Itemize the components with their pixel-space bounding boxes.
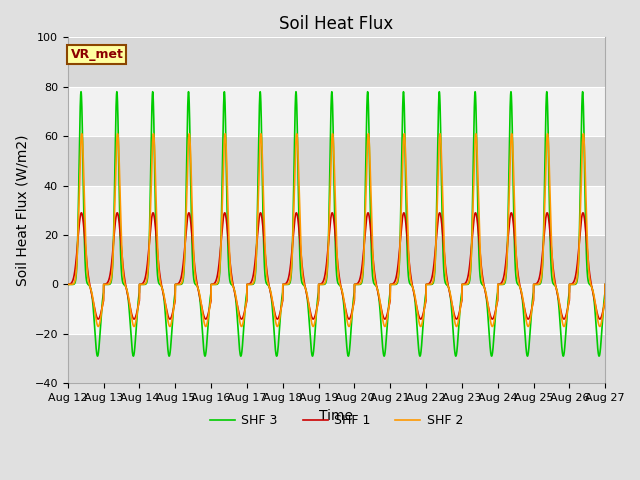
SHF 2 bbox=[265, 284, 273, 289]
Text: VR_met: VR_met bbox=[70, 48, 124, 60]
SHF 3 bbox=[64, 282, 72, 288]
SHF 2 bbox=[179, 276, 187, 282]
SHF 3 bbox=[265, 284, 273, 289]
SHF 2 bbox=[173, 282, 181, 288]
Bar bbox=[68, 37, 605, 87]
SHF 1 bbox=[265, 282, 273, 288]
Bar bbox=[68, 285, 605, 334]
Title: Soil Heat Flux: Soil Heat Flux bbox=[279, 15, 394, 33]
SHF 1 bbox=[487, 314, 495, 320]
SHF 3 bbox=[595, 353, 603, 359]
SHF 3 bbox=[411, 294, 419, 300]
SHF 1 bbox=[596, 316, 604, 322]
SHF 3 bbox=[77, 89, 85, 95]
SHF 1 bbox=[173, 281, 181, 287]
SHF 1 bbox=[602, 282, 609, 288]
SHF 3 bbox=[602, 282, 609, 288]
SHF 3 bbox=[487, 351, 495, 357]
SHF 2 bbox=[64, 282, 72, 288]
Bar bbox=[68, 136, 605, 186]
SHF 1 bbox=[600, 306, 607, 312]
Y-axis label: Soil Heat Flux (W/m2): Soil Heat Flux (W/m2) bbox=[15, 134, 29, 286]
Bar bbox=[68, 186, 605, 235]
SHF 1 bbox=[411, 293, 419, 299]
SHF 2 bbox=[600, 307, 607, 313]
X-axis label: Time: Time bbox=[319, 408, 353, 422]
SHF 3 bbox=[600, 305, 607, 311]
Line: SHF 2: SHF 2 bbox=[68, 134, 605, 326]
SHF 2 bbox=[411, 291, 419, 297]
Line: SHF 3: SHF 3 bbox=[68, 92, 605, 356]
Legend: SHF 3, SHF 1, SHF 2: SHF 3, SHF 1, SHF 2 bbox=[205, 409, 468, 432]
Bar bbox=[68, 235, 605, 285]
SHF 2 bbox=[602, 282, 609, 288]
SHF 1 bbox=[579, 210, 587, 216]
SHF 1 bbox=[64, 282, 72, 288]
SHF 1 bbox=[179, 265, 187, 271]
SHF 3 bbox=[173, 282, 181, 288]
Bar bbox=[68, 87, 605, 136]
SHF 2 bbox=[596, 324, 604, 329]
Bar bbox=[68, 334, 605, 384]
SHF 3 bbox=[179, 279, 187, 285]
Line: SHF 1: SHF 1 bbox=[68, 213, 605, 319]
SHF 2 bbox=[78, 131, 86, 137]
SHF 2 bbox=[487, 320, 495, 326]
